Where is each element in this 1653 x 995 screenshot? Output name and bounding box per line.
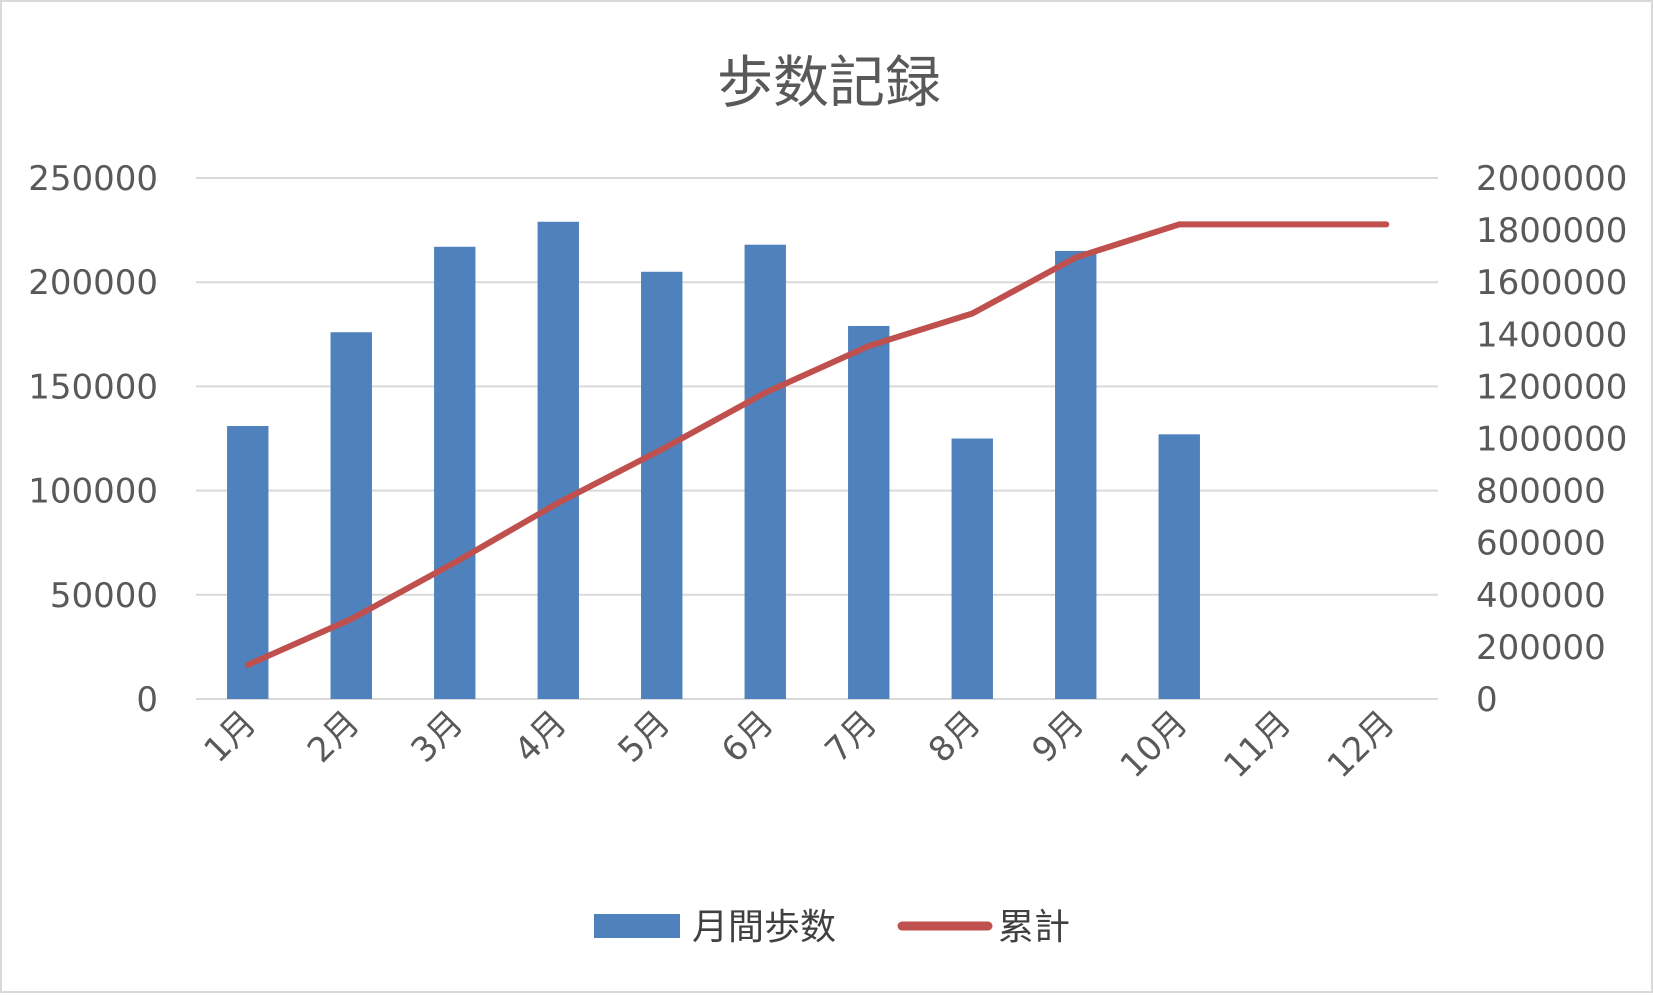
- x-tick-label: 4月: [507, 703, 575, 771]
- x-tick-label: 3月: [403, 703, 471, 771]
- right-tick-label: 1800000: [1476, 211, 1627, 251]
- x-tick-label: 9月: [1024, 703, 1092, 771]
- right-tick-label: 1400000: [1476, 315, 1627, 355]
- right-tick-label: 0: [1476, 680, 1498, 720]
- bar: [745, 245, 786, 699]
- x-tick-label: 11月: [1216, 703, 1299, 786]
- legend-bar-swatch: [594, 914, 680, 938]
- gridlines: [196, 178, 1438, 699]
- bar: [952, 439, 993, 700]
- right-tick-label: 2000000: [1476, 159, 1627, 199]
- right-tick-label: 800000: [1476, 472, 1606, 512]
- bar: [848, 326, 889, 699]
- right-tick-label: 1200000: [1476, 367, 1627, 407]
- bar: [434, 247, 475, 699]
- x-tick-label: 1月: [196, 703, 264, 771]
- bar: [1055, 251, 1096, 699]
- bar: [1159, 434, 1200, 699]
- legend-bar-label: 月間歩数: [692, 907, 836, 948]
- right-tick-label: 200000: [1476, 628, 1606, 668]
- left-tick-label: 0: [136, 680, 158, 720]
- x-tick-label: 6月: [714, 703, 782, 771]
- x-tick-label: 10月: [1113, 703, 1196, 786]
- left-tick-label: 100000: [28, 472, 158, 512]
- right-tick-label: 1000000: [1476, 420, 1627, 460]
- left-axis: 0 50000 100000 150000 200000 250000: [28, 159, 158, 720]
- legend-line-label: 累計: [998, 907, 1070, 948]
- x-tick-label: 12月: [1320, 703, 1403, 786]
- cumulative-line: [248, 224, 1387, 665]
- x-tick-label: 8月: [921, 703, 989, 771]
- right-tick-label: 400000: [1476, 576, 1606, 616]
- right-axis: 0 200000 400000 600000 800000 1000000 1200000 1…: [1476, 159, 1627, 720]
- left-tick-label: 150000: [28, 367, 158, 407]
- bar-series: [227, 222, 1200, 699]
- bar: [641, 272, 682, 699]
- bar: [331, 332, 372, 699]
- right-tick-label: 600000: [1476, 524, 1606, 564]
- left-tick-label: 200000: [28, 263, 158, 303]
- legend: 月間歩数 累計: [594, 907, 1070, 948]
- left-tick-label: 50000: [50, 576, 158, 616]
- line-series: [248, 224, 1387, 665]
- x-tick-label: 5月: [610, 703, 678, 771]
- x-tick-label: 7月: [817, 703, 885, 771]
- chart-title: 歩数記録: [717, 51, 941, 116]
- x-tick-label: 2月: [300, 703, 368, 771]
- bar: [538, 222, 579, 699]
- left-tick-label: 250000: [28, 159, 158, 199]
- right-tick-label: 1600000: [1476, 263, 1627, 303]
